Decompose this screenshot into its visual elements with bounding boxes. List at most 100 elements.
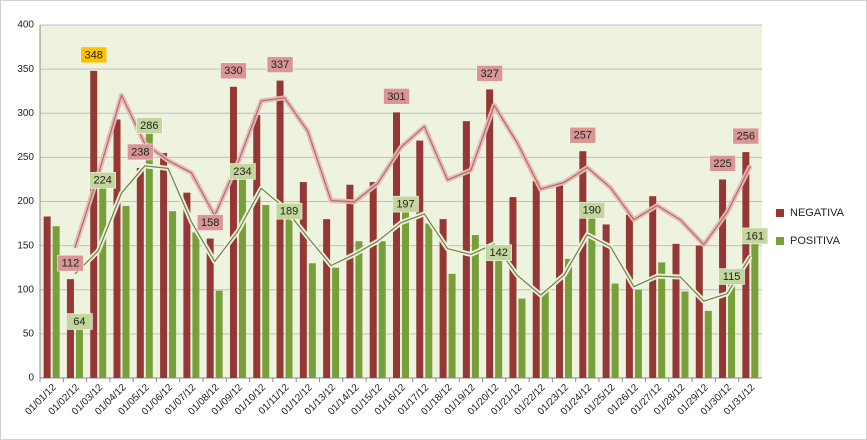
bar (439, 219, 447, 378)
data-label: 348 (85, 49, 103, 61)
data-label-box (569, 126, 597, 144)
bar (579, 151, 587, 378)
bar (565, 258, 573, 378)
bar (625, 214, 633, 378)
bar (229, 86, 237, 379)
data-label-box (392, 195, 419, 213)
bar (192, 232, 200, 378)
bar (378, 241, 386, 378)
bar (751, 235, 759, 378)
data-label: 224 (94, 175, 112, 187)
bar (393, 112, 400, 379)
bar (495, 252, 503, 378)
bar (518, 298, 526, 378)
data-label-box (57, 254, 84, 272)
data-label-box (485, 244, 512, 261)
bar (160, 152, 168, 378)
data-label: 301 (387, 91, 405, 103)
bar (323, 219, 331, 378)
data-label: 238 (131, 146, 149, 158)
bar (672, 243, 680, 378)
bar (262, 205, 270, 378)
y-tick-label: 300 (17, 108, 34, 119)
bar (704, 310, 712, 378)
data-label-box (136, 117, 163, 134)
y-tick-label: 0 (28, 373, 34, 384)
trend-line (74, 165, 751, 302)
legend-swatch (776, 237, 784, 245)
bar (588, 210, 596, 378)
bar (113, 119, 121, 379)
y-tick-label: 150 (17, 240, 34, 251)
data-label-box (266, 56, 294, 73)
bar (509, 197, 517, 378)
data-label: 112 (62, 258, 80, 270)
data-label-box (127, 143, 154, 161)
bar (43, 216, 51, 378)
bar (299, 182, 307, 378)
data-label-box (709, 155, 736, 172)
data-label: 234 (233, 166, 251, 178)
data-label-box (220, 62, 247, 80)
bar (681, 291, 689, 378)
data-label: 257 (574, 130, 592, 142)
bar (238, 171, 246, 378)
bar (169, 211, 177, 378)
legend-swatch (776, 209, 784, 217)
data-label: 189 (280, 206, 298, 218)
bar (145, 125, 153, 378)
data-label: 225 (713, 158, 731, 170)
bar (486, 89, 494, 379)
data-label-box (275, 202, 303, 220)
y-tick-label: 250 (17, 152, 34, 163)
bar (206, 238, 214, 378)
bar (602, 224, 610, 378)
data-label-box (741, 227, 769, 245)
data-label-box (66, 313, 93, 330)
data-label: 190 (583, 205, 601, 217)
y-tick-label: 200 (17, 196, 34, 207)
y-tick-label: 100 (17, 284, 34, 295)
bar (532, 181, 540, 378)
bar (471, 235, 479, 378)
data-label: 115 (723, 271, 741, 283)
bar (425, 223, 433, 378)
bar (649, 196, 657, 378)
bar (728, 276, 736, 378)
bar (355, 241, 363, 378)
bar (369, 182, 377, 378)
y-tick-label: 350 (17, 64, 34, 75)
bar (611, 283, 619, 378)
bar (658, 262, 666, 378)
bar (75, 321, 83, 378)
bar (136, 167, 144, 378)
bar (122, 205, 130, 378)
data-label-box (578, 202, 606, 219)
y-tick-label: 400 (17, 20, 34, 31)
bar (308, 263, 316, 378)
data-label-box (196, 214, 224, 231)
bar (541, 291, 549, 378)
data-label: 327 (480, 68, 498, 80)
bar (99, 180, 107, 378)
bar (416, 140, 424, 378)
data-label: 256 (737, 130, 755, 142)
bar (332, 267, 340, 378)
bar (462, 121, 470, 378)
data-label-box (718, 268, 745, 285)
data-label-box (476, 65, 503, 82)
data-label: 197 (396, 199, 414, 211)
bar (52, 226, 60, 378)
data-label-box (80, 46, 107, 64)
bar (448, 273, 456, 378)
bar (253, 115, 261, 378)
bar (402, 204, 409, 378)
data-label: 158 (201, 217, 219, 229)
bar (183, 192, 191, 378)
bar (215, 290, 223, 378)
data-label: 337 (271, 59, 289, 71)
data-label-box (229, 163, 256, 180)
data-label: 330 (224, 65, 242, 77)
data-label-box (732, 127, 760, 145)
